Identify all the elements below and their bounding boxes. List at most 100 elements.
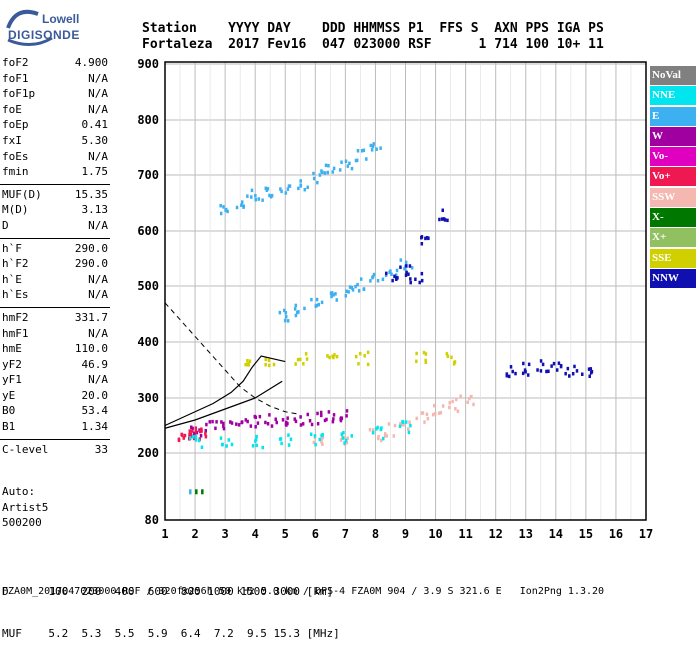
- echo-mark: [235, 422, 238, 426]
- legend-item-x: X+: [650, 228, 696, 248]
- echo-mark: [539, 369, 543, 373]
- echo-mark: [385, 271, 388, 276]
- echo-mark: [372, 142, 375, 146]
- echo-mark: [204, 432, 207, 436]
- echo-mark: [418, 280, 421, 285]
- echo-mark: [251, 444, 255, 448]
- param-value: 15.35: [74, 187, 108, 201]
- echo-mark: [443, 218, 447, 222]
- param-separator: [0, 436, 110, 440]
- echo-mark: [299, 179, 302, 183]
- echo-mark: [200, 427, 203, 431]
- echo-mark: [545, 369, 548, 374]
- echo-mark: [194, 435, 198, 439]
- echo-mark: [340, 160, 343, 164]
- echo-mark: [420, 278, 424, 283]
- echo-mark: [181, 433, 184, 438]
- echo-mark: [191, 426, 194, 431]
- param-label: fmin: [2, 165, 29, 179]
- logo-swirl-icon: [6, 9, 53, 46]
- echo-mark: [244, 362, 247, 367]
- echo-mark: [215, 420, 218, 424]
- echo-mark: [320, 436, 324, 441]
- echo-mark: [270, 424, 274, 428]
- echo-mark: [448, 405, 451, 410]
- echo-mark: [354, 158, 358, 163]
- echo-mark: [188, 432, 191, 437]
- param-label: C-level: [2, 442, 49, 456]
- y-tick-label: 600: [137, 224, 159, 238]
- echo-mark: [261, 445, 264, 450]
- echo-mark: [324, 163, 328, 168]
- param-value: N/A: [88, 149, 108, 163]
- echo-mark: [301, 422, 305, 426]
- echo-mark: [372, 272, 376, 277]
- echo-mark: [357, 362, 360, 366]
- param-row: yF2 46.9: [0, 358, 110, 374]
- echo-mark: [309, 432, 313, 437]
- ionogram-plot: 1 2 3 4 5 6 7 8 9 10 11 12 13 14 15 16 17 80200300400500…: [137, 57, 653, 541]
- echo-mark: [269, 195, 273, 199]
- echo-mark: [268, 413, 271, 417]
- echo-mark: [366, 362, 370, 367]
- echo-mark: [566, 366, 570, 371]
- echo-mark: [356, 149, 360, 153]
- x-tick-label: 14: [549, 527, 563, 541]
- echo-mark: [346, 436, 349, 441]
- param-row: yE 20.0: [0, 389, 110, 405]
- echo-mark: [441, 208, 444, 213]
- echo-mark: [356, 282, 359, 287]
- echo-mark: [237, 423, 241, 427]
- echo-mark: [240, 203, 243, 207]
- echo-mark: [511, 369, 514, 374]
- echo-mark: [246, 194, 249, 198]
- echo-mark: [448, 401, 452, 405]
- echo-mark: [420, 271, 424, 276]
- y-tick-label: 80: [145, 513, 159, 527]
- echo-mark: [387, 422, 391, 426]
- echo-mark: [316, 411, 319, 416]
- echo-mark: [330, 294, 333, 299]
- echo-mark: [404, 420, 408, 424]
- param-label: h`F: [2, 241, 22, 255]
- echo-mark: [189, 489, 192, 495]
- echo-mark: [285, 423, 288, 427]
- param-row: h`Es N/A: [0, 288, 110, 304]
- legend-item-vo: Vo+: [650, 167, 696, 187]
- echo-mark: [306, 185, 309, 190]
- profile-curves: [164, 302, 301, 429]
- echo-mark: [507, 374, 511, 379]
- param-row: MUF(D) 15.35: [0, 188, 110, 204]
- echo-mark: [439, 410, 443, 415]
- echo-mark: [395, 268, 399, 273]
- echo-mark: [342, 430, 345, 435]
- echo-mark: [466, 400, 469, 404]
- param-label: D: [2, 218, 9, 232]
- echo-mark: [274, 417, 277, 422]
- echo-mark: [250, 188, 254, 193]
- param-label: yF2: [2, 357, 22, 371]
- y-tick-label: 500: [137, 279, 159, 293]
- echo-mark: [245, 362, 249, 367]
- echo-mark: [294, 313, 298, 318]
- echo-mark: [357, 289, 361, 293]
- param-label: B0: [2, 404, 16, 418]
- echo-mark: [332, 413, 336, 417]
- echo-mark: [446, 218, 449, 223]
- echo-mark: [321, 442, 324, 447]
- echo-mark: [316, 180, 319, 185]
- echo-mark: [527, 362, 531, 367]
- param-value: N/A: [88, 71, 108, 85]
- echo-mark: [327, 410, 331, 414]
- echo-mark: [382, 436, 385, 441]
- echo-mark: [283, 318, 287, 323]
- echo-mark: [350, 286, 354, 290]
- echo-mark: [296, 357, 300, 362]
- x-tick-label: 5: [282, 527, 289, 541]
- echo-mark: [305, 357, 309, 361]
- echo-mark: [264, 420, 267, 425]
- echo-mark: [344, 294, 348, 298]
- echo-mark: [424, 360, 428, 365]
- echo-mark: [320, 433, 323, 438]
- echo-mark: [541, 362, 545, 367]
